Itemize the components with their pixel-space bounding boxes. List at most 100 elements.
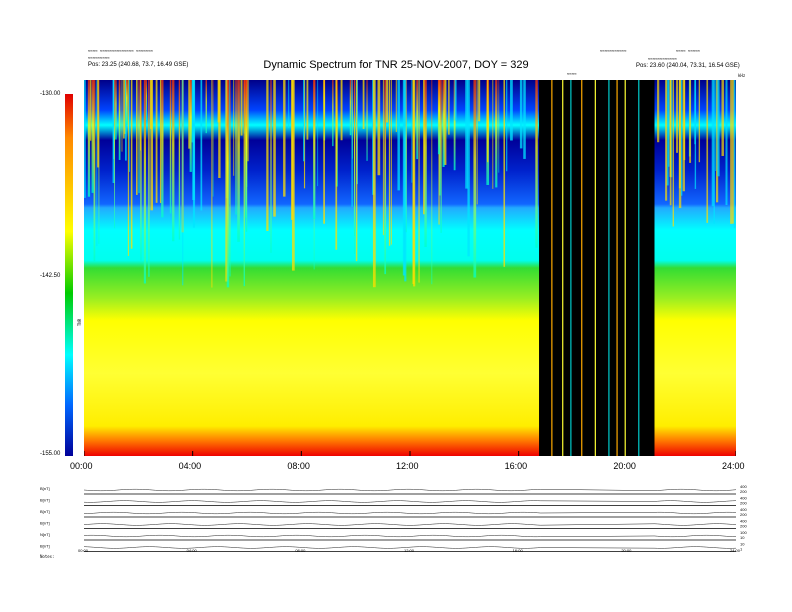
burst-streak: [448, 80, 450, 135]
panel-label: B[nT]: [40, 498, 50, 503]
panel-right-tick-label: 200: [740, 512, 747, 517]
gap-streak: [570, 80, 572, 456]
burst-streak: [288, 80, 290, 129]
burst-streak: [115, 80, 117, 140]
burst-streak: [440, 80, 442, 233]
burst-streak: [535, 80, 538, 248]
x-tick-label: 08:00: [287, 461, 310, 471]
panel-x-tick-label: 24:00: [730, 548, 741, 553]
burst-streak: [229, 80, 231, 277]
burst-streak: [523, 80, 526, 159]
header-info-right-1: ≈≈≈≈≈≈≈≈≈≈≈: [600, 48, 627, 53]
header-info-right-1b: ≈≈≈≈ ≈≈≈≈≈: [676, 48, 701, 53]
burst-streak: [303, 80, 306, 189]
burst-streak: [145, 80, 147, 121]
burst-streak: [397, 80, 400, 191]
panel-label: N[nT]: [40, 532, 50, 537]
burst-streak: [114, 80, 116, 229]
burst-streak: [96, 80, 98, 247]
x-tick-label: 12:00: [396, 461, 419, 471]
x-tick-label: 24:00: [722, 461, 745, 471]
colorbar-mid-label: -142.50: [40, 273, 61, 279]
burst-streak: [335, 80, 338, 250]
gap-streak: [638, 80, 640, 456]
colorbar-min-label: -155.00: [40, 451, 61, 457]
burst-streak: [240, 80, 243, 136]
panel-right-tick-label: 400: [740, 519, 747, 524]
colorbar-side-label: TNR: [77, 318, 83, 327]
burst-streak: [121, 80, 123, 152]
burst-streak: [130, 80, 133, 249]
burst-streak: [245, 80, 248, 232]
burst-streak: [191, 80, 194, 143]
gap-streak: [551, 80, 553, 456]
gap-streak: [616, 80, 618, 456]
colorbar: [65, 94, 73, 456]
gap-streak: [562, 80, 564, 456]
burst-streak: [395, 80, 397, 132]
burst-streak: [678, 80, 682, 209]
burst-streak: [473, 80, 477, 278]
panel-right-tick-label: 1: [740, 547, 743, 552]
burst-streak: [200, 80, 203, 211]
burst-streak: [413, 80, 416, 287]
burst-streaks: [84, 80, 736, 288]
burst-streak: [155, 80, 158, 203]
burst-streak: [140, 80, 142, 261]
x-tick-label: 16:00: [504, 461, 528, 471]
burst-streak: [492, 80, 494, 189]
burst-streak: [431, 80, 433, 285]
panel-label: B[nT]: [40, 521, 50, 526]
burst-streak: [437, 80, 441, 155]
burst-streak: [668, 80, 670, 167]
burst-streak: [84, 80, 86, 198]
burst-streak: [87, 80, 91, 197]
x-ticks: [84, 451, 736, 456]
burst-streak: [354, 80, 356, 236]
gap-label: ≈≈≈≈: [567, 71, 577, 76]
burst-streak: [143, 80, 146, 284]
burst-streak: [229, 80, 230, 205]
burst-streak: [283, 80, 286, 197]
burst-streak: [372, 80, 376, 288]
burst-streak: [138, 80, 140, 194]
burst-streak: [366, 80, 368, 161]
burst-streak: [273, 80, 276, 217]
burst-streak: [351, 80, 353, 207]
panel-trace: [83, 511, 737, 515]
burst-streak: [487, 80, 489, 163]
burst-streak: [733, 80, 736, 229]
burst-streak: [454, 80, 457, 121]
panel-right-tick-label: 10: [740, 535, 745, 540]
header-position-right: Pos: 23.60 (240.04, 73.31, 16.54 GSE): [636, 63, 740, 69]
burst-streak: [510, 80, 513, 141]
burst-streak: [270, 80, 272, 253]
burst-streak: [730, 80, 733, 224]
burst-streak: [303, 80, 305, 162]
burst-streak: [689, 80, 692, 163]
panel-label: B[nT]: [40, 544, 50, 549]
panel-right-tick-label: 400: [740, 484, 747, 489]
burst-streak: [465, 80, 468, 189]
burst-streak: [247, 80, 249, 162]
burst-streak: [411, 80, 413, 183]
burst-streak: [666, 80, 669, 186]
burst-streak: [225, 80, 228, 282]
burst-streak: [126, 80, 128, 125]
burst-streak: [159, 80, 162, 204]
data-gap-block: [539, 80, 655, 456]
burst-streak: [715, 80, 717, 171]
panel-right-tick-label: 200: [740, 524, 747, 529]
burst-streak: [680, 80, 683, 196]
burst-streak: [233, 80, 235, 176]
burst-streak: [694, 80, 697, 189]
burst-streak: [123, 80, 125, 139]
burst-streak: [205, 80, 207, 134]
burst-streak: [423, 80, 426, 215]
burst-streak: [90, 80, 92, 141]
burst-streak: [665, 80, 668, 201]
panel-trace: [83, 500, 737, 503]
burst-streak: [218, 80, 221, 178]
burst-streak: [332, 80, 334, 147]
burst-streak: [235, 80, 237, 215]
